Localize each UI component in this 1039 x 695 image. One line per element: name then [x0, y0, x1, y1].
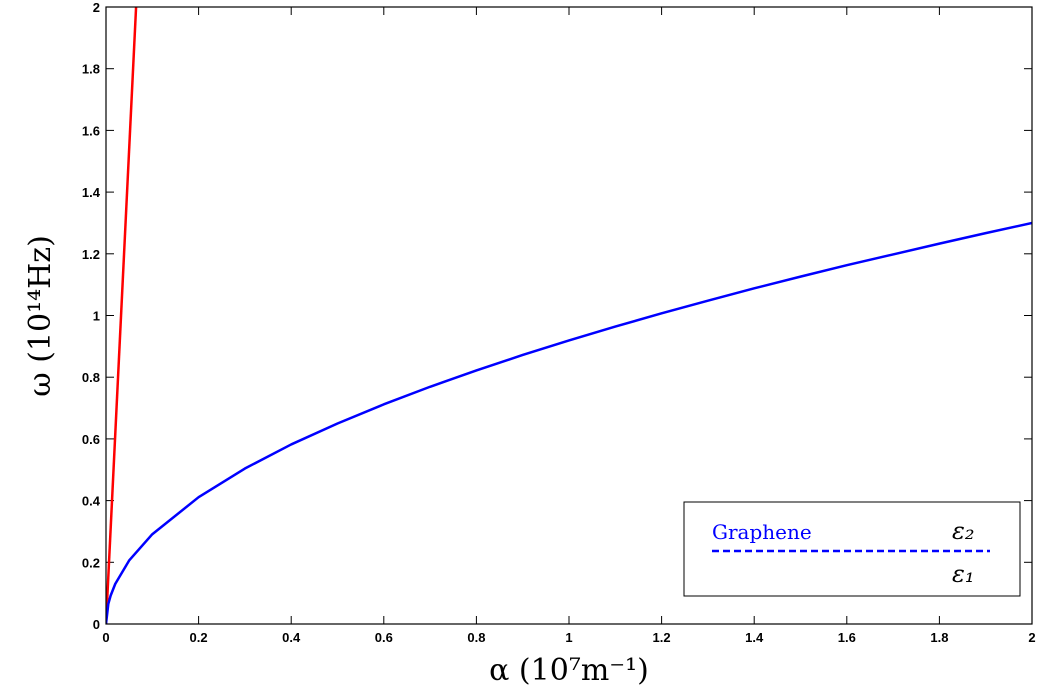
y-tick-label: 1.8 — [82, 62, 100, 77]
x-tick-label: 0.4 — [282, 630, 301, 645]
x-tick-label: 1.6 — [838, 630, 856, 645]
legend-upper-medium: ε₂ — [952, 517, 975, 545]
series-line-0 — [106, 7, 138, 624]
tick-labels: 0 0.2 0.4 0.6 0.8 1 1.2 1.4 1.6 1.8 2 0 0.2 0.4 0.6 0.8… — [82, 0, 1036, 645]
y-tick-label: 1 — [93, 309, 100, 324]
y-tick-label: 0.6 — [82, 432, 100, 447]
y-tick-label: 0.4 — [82, 494, 101, 509]
x-tick-label: 1 — [565, 630, 572, 645]
x-tick-label: 2 — [1028, 630, 1035, 645]
series-line-1 — [106, 221, 1032, 624]
plot-frame — [105, 6, 1033, 625]
x-tick-label: 0 — [102, 630, 109, 645]
y-tick-label: 0 — [93, 617, 100, 632]
x-tick-label: 0.6 — [375, 630, 393, 645]
x-tick-label: 1.4 — [745, 630, 764, 645]
x-axis-label: α (10⁷m⁻¹) — [489, 653, 649, 688]
y-tick-label: 0.2 — [82, 555, 100, 570]
x-tick-label: 1.8 — [930, 630, 948, 645]
legend-box: Graphene ε₂ ε₁ — [683, 501, 1021, 597]
series-group — [106, 7, 1032, 624]
y-tick-label: 1.6 — [82, 123, 100, 138]
x-tick-label: 0.8 — [467, 630, 485, 645]
y-tick-label: 0.8 — [82, 370, 100, 385]
y-tick-label: 2 — [93, 0, 100, 15]
y-tick-label: 1.4 — [82, 185, 101, 200]
y-axis-label: ω (10¹⁴Hz) — [23, 235, 58, 397]
x-tick-label: 1.2 — [653, 630, 671, 645]
y-tick-label: 1.2 — [82, 247, 100, 262]
legend-frame — [683, 501, 1021, 597]
x-tick-label: 0.2 — [190, 630, 208, 645]
legend-label: Graphene — [712, 520, 812, 544]
legend-lower-medium: ε₁ — [952, 560, 975, 588]
